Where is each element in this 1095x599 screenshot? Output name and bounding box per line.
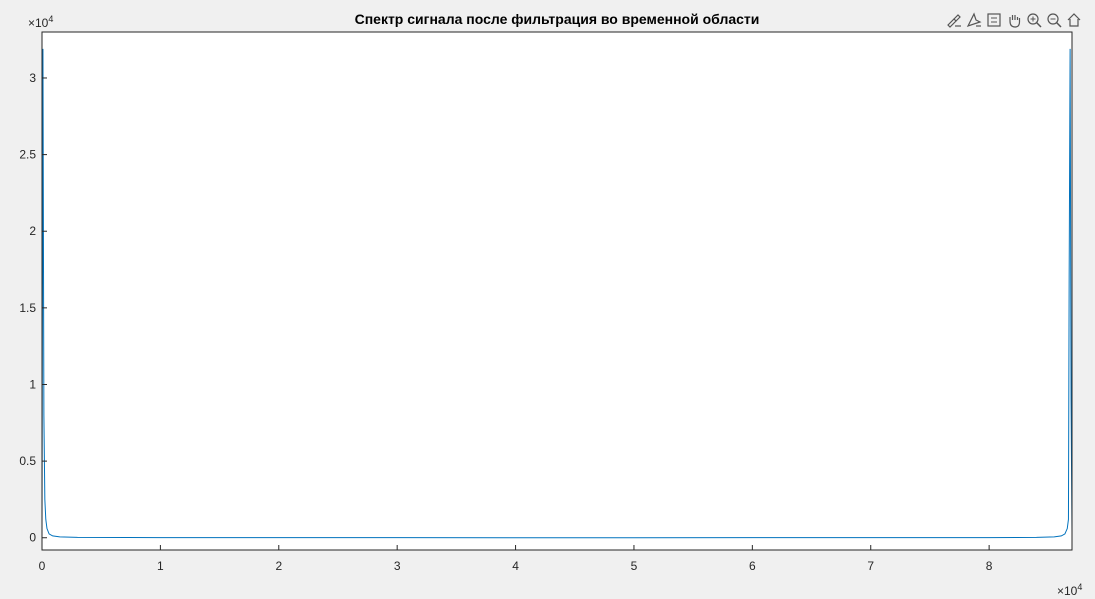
y-tick-label: 0.5 xyxy=(19,454,36,468)
legend-icon[interactable] xyxy=(985,10,1003,30)
x-tick-label: 4 xyxy=(512,559,519,573)
y-exponent-base: ×10 xyxy=(28,16,49,30)
x-tick-label: 6 xyxy=(749,559,756,573)
x-tick-label: 2 xyxy=(275,559,282,573)
y-tick-label: 0 xyxy=(29,531,36,545)
y-tick-label: 1 xyxy=(29,377,36,391)
x-tick-label: 3 xyxy=(394,559,401,573)
series-layer xyxy=(41,48,1073,539)
y-tick-label: 1.5 xyxy=(19,301,36,315)
zoom-out-icon[interactable] xyxy=(1045,10,1063,30)
y-axis: 0 0.5 1 1.5 2 2.5 3 xyxy=(19,71,47,545)
y-tick-label: 2 xyxy=(29,224,36,238)
x-tick-label: 8 xyxy=(986,559,993,573)
x-exponent-label: ×104 xyxy=(1057,582,1082,598)
y-exponent-power: 4 xyxy=(48,14,53,24)
plot-area[interactable] xyxy=(42,32,1072,550)
x-tick-label: 1 xyxy=(157,559,164,573)
x-tick-label: 0 xyxy=(39,559,46,573)
x-exponent-base: ×10 xyxy=(1057,584,1078,598)
chart-title: Спектр сигнала после фильтрация во време… xyxy=(355,11,760,27)
pan-icon[interactable] xyxy=(1005,10,1023,30)
series-line xyxy=(41,48,1073,539)
y-exponent-label: ×104 xyxy=(28,14,53,30)
data-tips-icon[interactable] xyxy=(965,10,983,30)
x-axis: 0 1 2 3 4 5 6 7 8 xyxy=(39,545,993,573)
x-tick-label: 7 xyxy=(867,559,874,573)
axes-box xyxy=(41,31,1073,551)
x-tick-label: 5 xyxy=(631,559,638,573)
brush-icon[interactable] xyxy=(945,10,963,30)
x-exponent-power: 4 xyxy=(1077,582,1082,592)
y-tick-label: 2.5 xyxy=(19,148,36,162)
axes-toolbar xyxy=(945,9,1083,31)
home-icon[interactable] xyxy=(1065,10,1083,30)
zoom-in-icon[interactable] xyxy=(1025,10,1043,30)
y-tick-label: 3 xyxy=(29,71,36,85)
